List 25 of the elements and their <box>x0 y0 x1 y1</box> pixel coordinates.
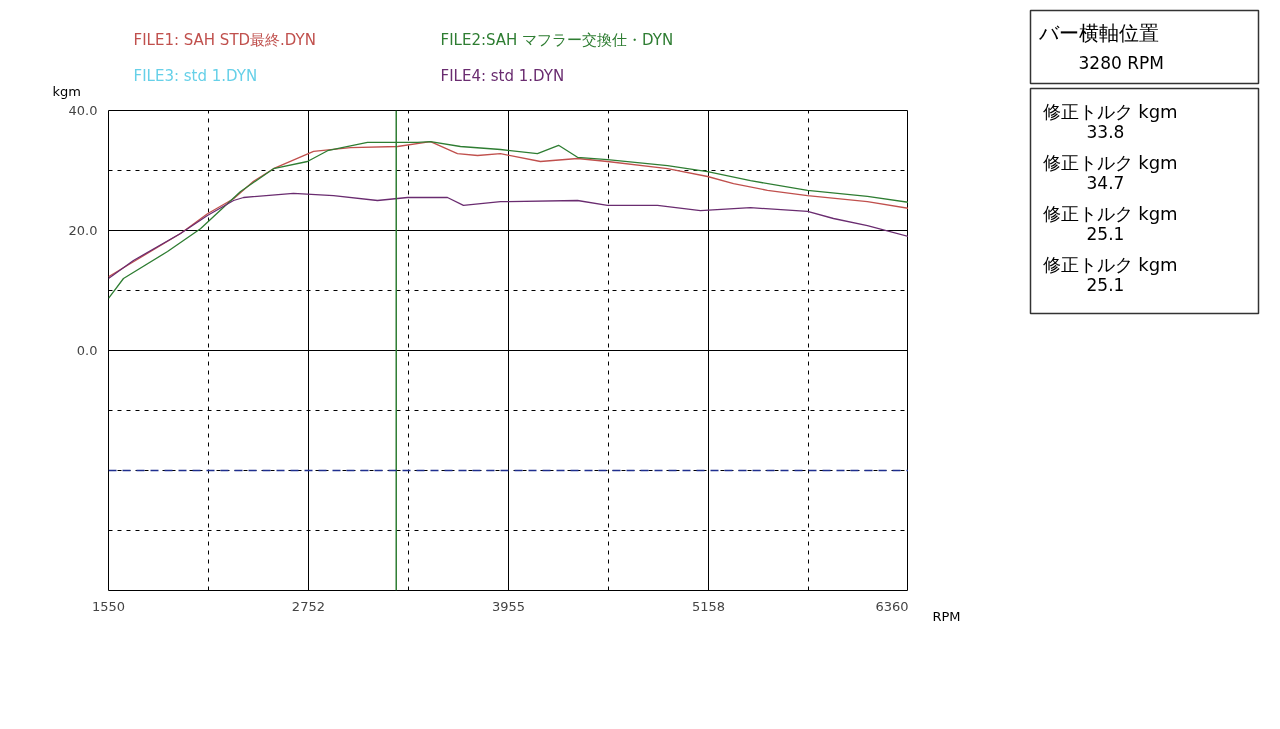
text: 34.7 <box>1086 172 1125 193</box>
x-tick-label: 1550 <box>91 598 126 614</box>
y-tick-label: 20.0 <box>68 223 98 238</box>
line-series <box>108 192 908 280</box>
text: FILE1: SAH STD最終.DYN <box>133 30 316 49</box>
text: バー横軸位置 <box>1037 20 1159 45</box>
text: 修正トルク kgm <box>1042 253 1178 275</box>
x-tick-label: 3955 <box>491 598 526 614</box>
x-axis-title: RPM <box>932 608 961 624</box>
text: 修正トルク kgm <box>1042 202 1178 224</box>
x-tick-label: 2752 <box>291 598 325 614</box>
y-tick-label: 40.0 <box>68 103 98 118</box>
x-tick-label: 5158 <box>692 598 726 614</box>
y-tick-label: 0.0 <box>76 343 98 358</box>
text: 修正トルク kgm <box>1042 151 1178 173</box>
text: FILE2:SAH マフラー交換仕・DYN <box>440 30 674 49</box>
text: 修正トルク kgm <box>1042 100 1178 122</box>
text: 33.8 <box>1086 121 1125 142</box>
text: FILE4: std 1.DYN <box>440 66 565 85</box>
legend-label: FILE3: std 1.DYN <box>133 66 258 85</box>
y-axis-title: kgm <box>52 83 81 99</box>
text: 3280 RPM <box>1078 52 1164 73</box>
x-tick-label: 6360 <box>875 598 909 614</box>
text: 25.1 <box>1086 274 1125 295</box>
text: 25.1 <box>1086 223 1125 244</box>
